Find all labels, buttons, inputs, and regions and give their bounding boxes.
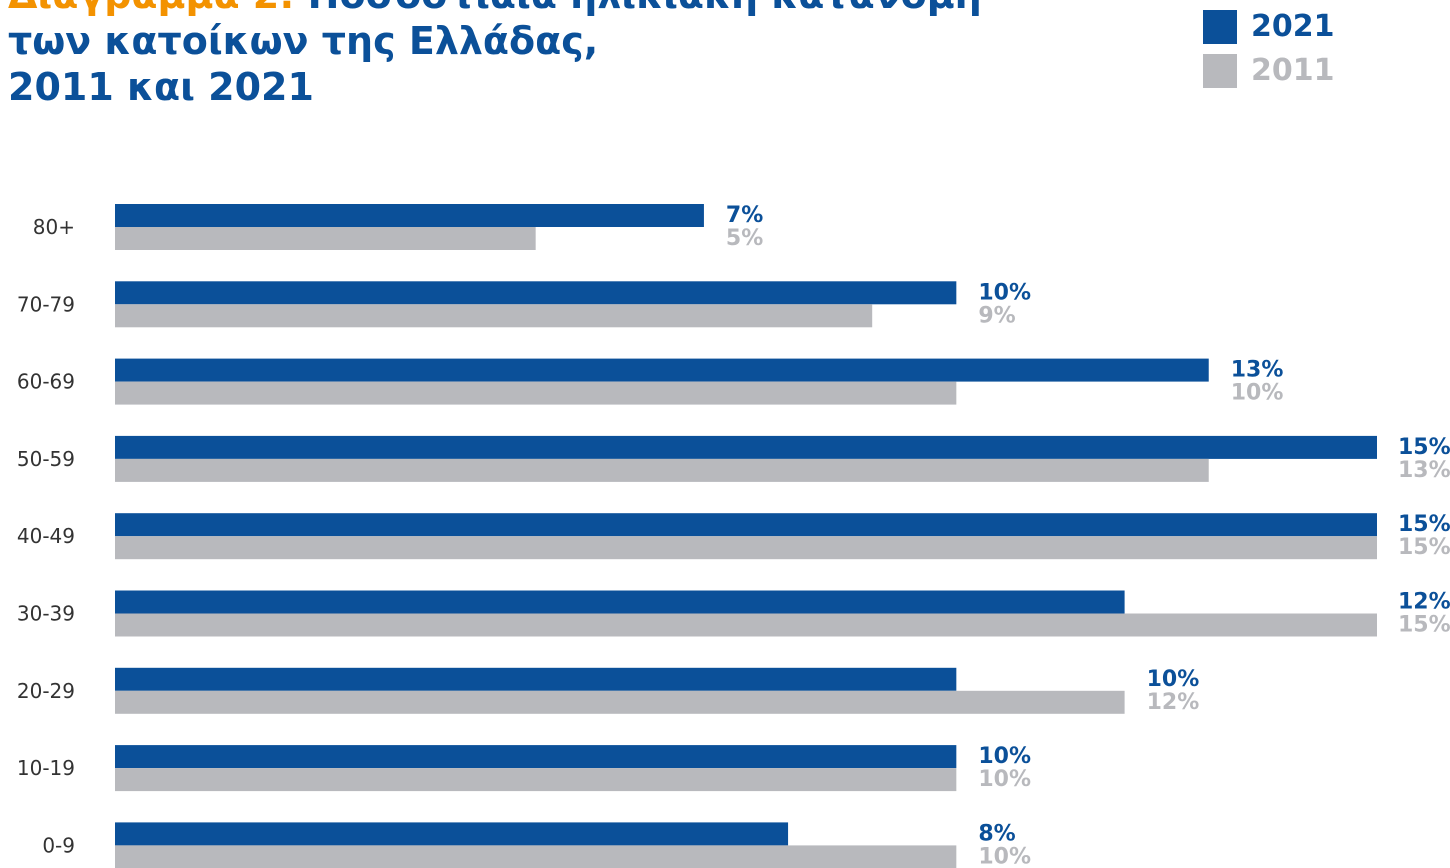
value-label-2021: 8% [978,821,1015,846]
title-line-1: Διάγραμμα 2: Ποσοστιαία ηλικιακή κατανομ… [8,0,982,17]
title-prefix: Διάγραμμα 2: [8,0,294,17]
value-label-2021: 13% [1231,358,1284,383]
category-label: 0-9 [42,833,75,857]
value-label-2011: 13% [1398,458,1450,483]
value-label-2011: 10% [1231,381,1284,406]
bar-2021 [115,590,1125,614]
bar-2011 [115,613,1377,637]
bar-2011 [115,536,1377,560]
category-label: 40-49 [17,524,75,548]
category-label: 80+ [33,215,75,239]
value-label-2021: 7% [726,203,763,228]
legend-label-2021: 2021 [1251,9,1335,44]
title-line-3: 2011 και 2021 [8,65,314,109]
category-label: 20-29 [17,679,75,703]
bar-2011 [115,381,957,405]
value-label-2021: 10% [1147,667,1200,692]
chart-title: Διάγραμμα 2: Ποσοστιαία ηλικιακή κατανομ… [8,0,982,110]
bar-2021 [115,513,1377,537]
value-label-2011: 9% [978,303,1015,328]
title-main: Ποσοστιαία ηλικιακή κατανομή [308,0,982,17]
bar-2021 [115,435,1377,459]
value-label-2011: 10% [978,844,1031,868]
value-label-2011: 15% [1398,535,1450,560]
bar-2011 [115,845,957,868]
legend-swatch-2011 [1203,54,1237,88]
bar-2021 [115,745,957,769]
bar-2011 [115,690,1125,714]
bar-2021 [115,358,1209,382]
value-label-2021: 15% [1398,512,1450,537]
value-label-2021: 12% [1398,590,1450,615]
bar-2011 [115,458,1209,482]
value-label-2021: 10% [978,744,1031,769]
bar-2011 [115,304,873,328]
value-label-2011: 10% [978,767,1031,792]
legend-swatch-2021 [1203,10,1237,44]
category-label: 60-69 [17,370,75,394]
bar-2021 [115,281,957,305]
category-label: 50-59 [17,447,75,471]
value-label-2021: 15% [1398,435,1450,460]
category-label: 70-79 [17,292,75,316]
bar-2011 [115,768,957,792]
bar-2021 [115,667,957,691]
value-label-2011: 5% [726,226,763,251]
bar-2011 [115,227,536,250]
category-label: 30-39 [17,602,75,626]
bar-2021 [115,204,704,227]
title-line-2: των κατοίκων της Ελλάδας, [8,19,599,63]
value-label-2011: 15% [1398,613,1450,638]
legend-label-2011: 2011 [1251,53,1335,88]
value-label-2021: 10% [978,280,1031,305]
value-label-2011: 12% [1147,690,1200,715]
category-label: 10-19 [17,756,75,780]
bar-2021 [115,822,789,846]
